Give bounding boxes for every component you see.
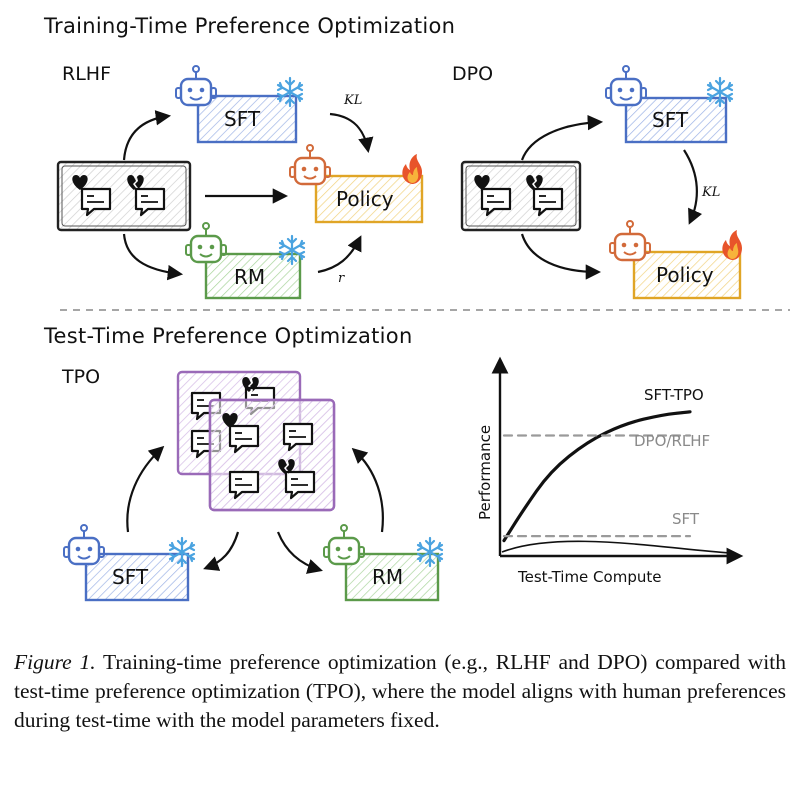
caption-label: Figure 1. (14, 650, 96, 674)
rlhf-policy-label: Policy (336, 187, 394, 211)
dpo-sft-box: SFT (604, 64, 734, 144)
robot-icon (288, 143, 332, 186)
rlhf-label: RLHF (62, 63, 111, 85)
tpo-label: TPO (61, 366, 100, 388)
plot-y-label: Performance (476, 425, 494, 520)
series-line-sft-tpo (502, 410, 692, 543)
dpo-kl-label: KL (701, 185, 720, 200)
rlhf-preference-data-box (56, 160, 192, 232)
robot-icon (62, 523, 106, 566)
robot-icon (184, 221, 228, 264)
rlhf-policy-box: Policy (288, 143, 424, 224)
tpo-response-cards (176, 370, 336, 512)
rlhf-arrows (122, 110, 374, 281)
robot-icon (322, 523, 366, 566)
dpo-policy-box: Policy (608, 219, 742, 300)
tpo-arrows (126, 445, 384, 574)
robot-icon (608, 219, 652, 262)
tpo-sft-label: SFT (112, 565, 149, 589)
tpo-sft-box: SFT (62, 523, 196, 602)
test-time-section-title: Test-Time Preference Optimization (43, 324, 413, 348)
rlhf-sft-label: SFT (224, 107, 261, 131)
rlhf-sft-box: SFT (174, 64, 304, 144)
training-section-title: Training-Time Preference Optimization (43, 14, 455, 38)
fire-icon (402, 154, 422, 184)
plot-x-label: Test-Time Compute (517, 568, 661, 586)
dpo-arrows (520, 114, 703, 280)
fire-icon (722, 230, 742, 260)
tpo-rm-box: RM (322, 523, 444, 602)
series-label-sft-tpo: SFT-TPO (644, 386, 704, 404)
robot-icon (174, 64, 218, 107)
figure-caption: Figure 1. Training-time preference optim… (14, 648, 786, 735)
tpo-rm-label: RM (372, 565, 403, 589)
dpo-sft-label: SFT (652, 108, 689, 132)
rlhf-r-label: r (338, 271, 345, 286)
performance-plot: Performance Test-Time Compute SFT-TPO DP… (476, 356, 744, 586)
figure-diagram: Training-Time Preference Optimization RL… (43, 14, 790, 602)
rlhf-kl-label: KL (343, 93, 362, 108)
series-label-sft: SFT (672, 510, 700, 528)
axis-sketch-stroke (501, 540, 731, 554)
dpo-preference-data-box (460, 160, 582, 232)
series-label-dpo-rlhf: DPO/RLHF (634, 432, 710, 450)
rlhf-rm-box: RM (184, 221, 306, 300)
rlhf-rm-label: RM (234, 265, 265, 289)
caption-text: Training-time preference optimization (e… (14, 650, 786, 732)
dpo-policy-label: Policy (656, 263, 714, 287)
dpo-label: DPO (452, 63, 493, 85)
robot-icon (604, 64, 648, 107)
